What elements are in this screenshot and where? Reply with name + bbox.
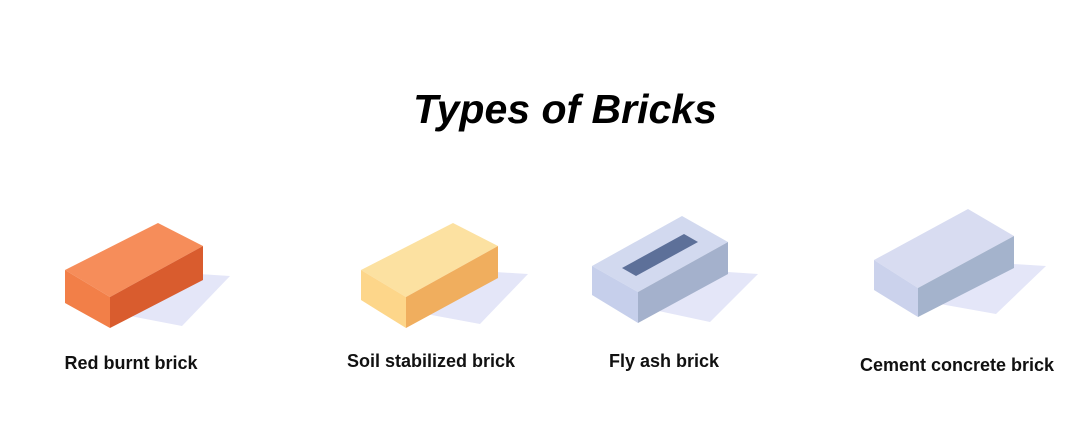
page-title: Types of Bricks (413, 86, 717, 132)
brick-shadow (426, 270, 528, 324)
brick-side-face (918, 236, 1014, 317)
brick-side-face (110, 246, 203, 328)
brick-label-fly-ash: Fly ash brick (608, 351, 720, 371)
brick-side-face (406, 246, 498, 328)
brick-label-cement-concrete: Cement concrete brick (859, 355, 1055, 375)
fly-ash-brick-illustration (592, 216, 758, 323)
brick-label-soil-stabilized: Soil stabilized brick (346, 351, 516, 371)
brick-label-red-burnt: Red burnt brick (64, 353, 198, 373)
brick-side-face (638, 242, 728, 323)
brick-front-face (874, 260, 918, 317)
brick-top-face (65, 223, 203, 297)
cement-concrete-brick-illustration (874, 209, 1046, 317)
brick-shadow (654, 270, 758, 322)
soil-stabilized-brick-illustration (361, 223, 528, 328)
brick-front-face (592, 266, 638, 323)
brick-top-face (874, 209, 1014, 288)
brick-top-face (361, 223, 498, 297)
brick-hole (622, 234, 698, 276)
brick-front-face (361, 270, 406, 328)
red-burnt-brick-illustration (65, 223, 230, 328)
brick-shadow (130, 272, 230, 326)
brick-shadow (940, 262, 1046, 314)
brick-front-face (65, 270, 110, 328)
